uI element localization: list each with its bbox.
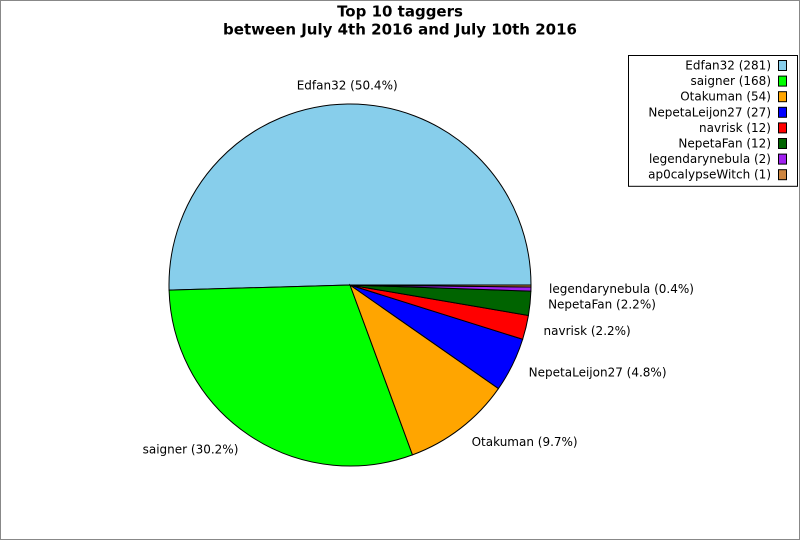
legend-label: ap0calypseWitch (1) xyxy=(648,168,771,182)
legend-label: NepetaLeijon27 (27) xyxy=(648,105,771,119)
legend-label: navrisk (12) xyxy=(699,121,771,135)
slice-label: NepetaLeijon27 (4.8%) xyxy=(529,365,667,379)
legend-swatch xyxy=(778,153,787,165)
chart-subtitle: between July 4th 2016 and July 10th 2016 xyxy=(223,21,577,39)
slice-label: navrisk (2.2%) xyxy=(544,324,631,338)
legend-label: Edfan32 (281) xyxy=(685,59,771,73)
legend-swatch xyxy=(778,106,787,118)
legend-swatch xyxy=(778,60,787,71)
legend-swatch xyxy=(778,138,787,149)
slice-label: Edfan32 (50.4%) xyxy=(297,78,398,92)
slice-label: legendarynebula (0.4%) xyxy=(549,282,694,296)
pie-slice xyxy=(168,103,532,291)
slice-label: Otakuman (9.7%) xyxy=(472,435,578,449)
legend-label: Otakuman (54) xyxy=(680,90,771,104)
chart-title: Top 10 taggers xyxy=(337,3,463,21)
legend-label: NepetaFan (12) xyxy=(678,137,771,151)
legend-label: saigner (168) xyxy=(690,74,771,88)
legend-swatch xyxy=(778,75,787,87)
pie-slice xyxy=(349,284,532,288)
legend-box xyxy=(628,55,798,187)
legend-label: legendarynebula (2) xyxy=(649,152,771,166)
legend-swatch xyxy=(778,169,787,181)
slice-label: saigner (30.2%) xyxy=(143,442,239,456)
legend-swatch xyxy=(778,91,787,103)
pie-slice xyxy=(348,283,500,456)
pie-slice xyxy=(168,284,414,467)
slice-label: NepetaFan (2.2%) xyxy=(548,298,656,312)
legend-swatch xyxy=(778,122,787,134)
